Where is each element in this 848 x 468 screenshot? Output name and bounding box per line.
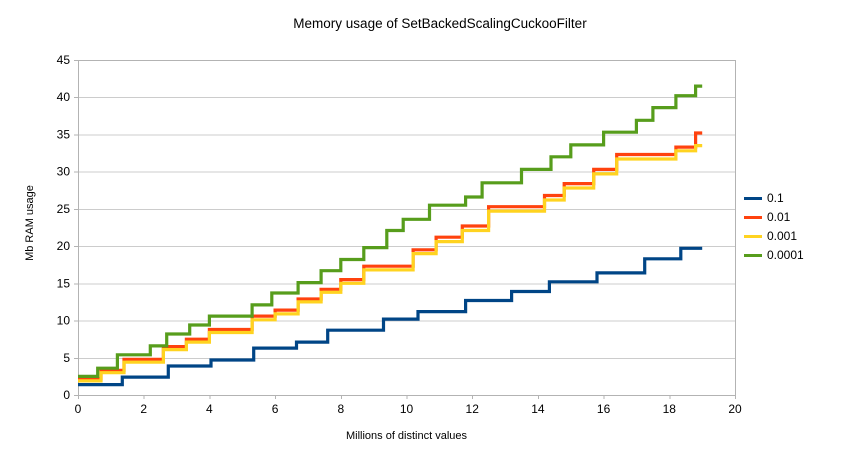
y-tick-label: 30 [57,165,71,179]
legend-swatch-0.001 [744,234,762,238]
x-tick-label: 16 [597,402,611,416]
y-tick-label: 25 [57,202,71,216]
legend-item-0.001: 0.001 [744,230,804,242]
y-tick-label: 40 [57,90,71,104]
legend-swatch-0.1 [744,196,762,200]
x-tick-label: 4 [206,402,213,416]
series-line-0.001 [78,144,703,383]
x-tick-label: 6 [272,402,279,416]
legend: 0.1 0.01 0.001 0.0001 [744,192,804,261]
x-tick-label: 0 [75,402,82,416]
legend-swatch-0.0001 [744,253,762,257]
y-tick-label: 5 [63,351,70,365]
y-tick-label: 10 [57,314,71,328]
y-tick-label: 20 [57,239,71,253]
legend-label: 0.1 [767,191,784,205]
x-tick-label: 12 [466,402,480,416]
legend-item-0.01: 0.01 [744,211,804,223]
y-tick-label: 0 [63,388,70,402]
legend-item-0.1: 0.1 [744,192,804,204]
legend-label: 0.001 [767,229,798,243]
y-tick-label: 15 [57,276,71,290]
x-tick-label: 14 [531,402,545,416]
x-axis-title: Millions of distinct values [345,430,468,442]
series-line-0.01 [78,131,703,381]
series-line-0.0001 [78,84,703,378]
legend-item-0.0001: 0.0001 [744,249,804,261]
series-line-0.1 [78,246,703,387]
y-tick-label: 35 [57,127,71,141]
y-tick-label: 45 [57,53,71,67]
x-tick-label: 18 [663,402,677,416]
legend-label: 0.01 [767,210,791,224]
x-tick-label: 20 [728,402,742,416]
x-tick-label: 2 [140,402,147,416]
x-tick-label: 8 [337,402,344,416]
legend-label: 0.0001 [767,248,804,262]
x-tick-label: 10 [400,402,414,416]
chart-title: Memory usage of SetBackedScalingCuckooFi… [293,16,587,31]
legend-swatch-0.01 [744,215,762,219]
